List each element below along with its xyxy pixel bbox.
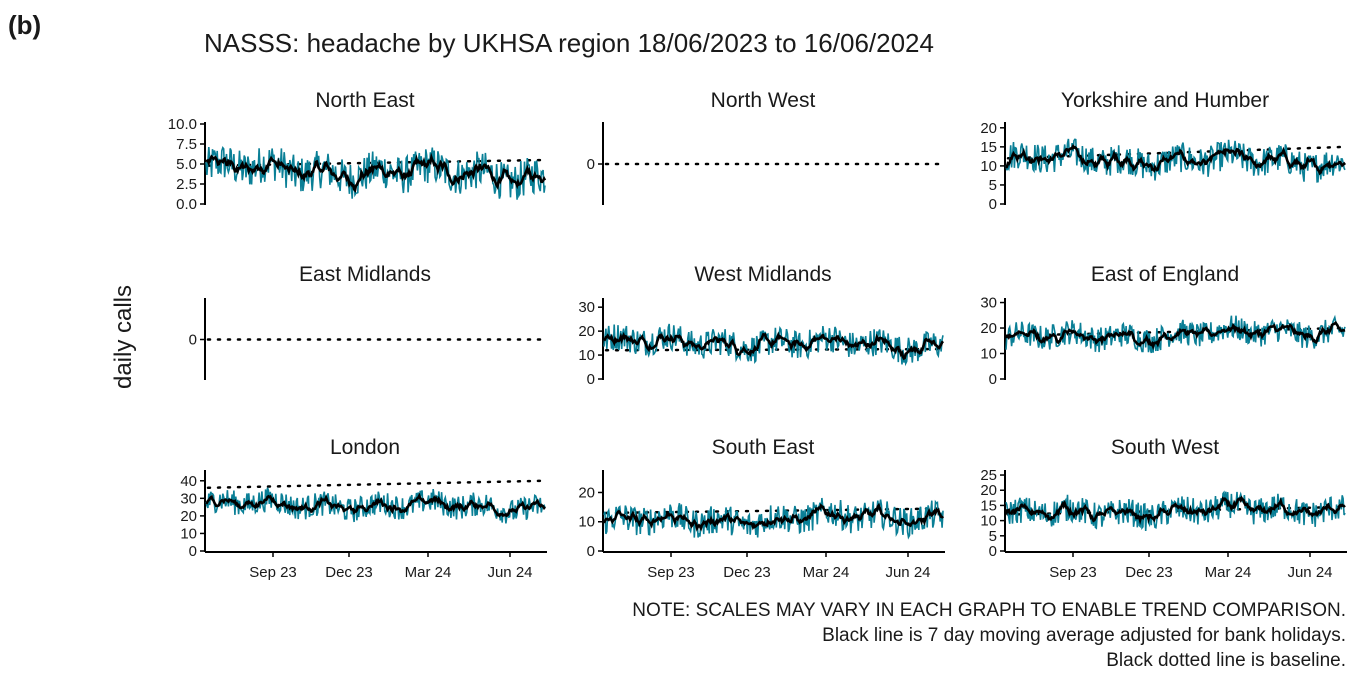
moving-average-line <box>1004 495 1346 526</box>
x-tick-label: Jun 24 <box>1287 564 1332 581</box>
facet-title: West Midlands <box>694 263 831 286</box>
y-tick-label: 40 <box>180 473 197 490</box>
facet-title: North East <box>315 89 414 112</box>
note-line: Black line is 7 day moving average adjus… <box>822 625 1346 646</box>
daily-calls-line <box>1005 138 1346 183</box>
x-tick-label: Dec 23 <box>723 564 771 581</box>
baseline-line <box>206 479 547 490</box>
y-tick-label: 15 <box>980 139 997 156</box>
moving-average-line <box>205 152 547 193</box>
x-tick-label: Mar 24 <box>405 564 452 581</box>
y-tick-label: 0 <box>189 543 197 560</box>
y-tick-label: 0 <box>587 156 595 173</box>
facet-title: East Midlands <box>299 263 431 286</box>
x-tick-label: Dec 23 <box>325 564 373 581</box>
y-tick-label: 2.5 <box>176 176 197 193</box>
y-tick-label: 10 <box>980 513 997 530</box>
facet-title: South West <box>1111 436 1219 459</box>
y-tick-label: 5.0 <box>176 156 197 173</box>
moving-average-line <box>603 331 945 361</box>
y-tick-label: 20 <box>980 120 997 137</box>
y-tick-label: 0 <box>587 371 595 388</box>
y-tick-label: 0 <box>989 196 997 213</box>
y-tick-label: 15 <box>980 497 997 514</box>
y-tick-label: 10 <box>180 525 197 542</box>
y-tick-label: 0 <box>989 543 997 560</box>
chart-notes: NOTE: SCALES MAY VARY IN EACH GRAPH TO E… <box>632 598 1346 673</box>
facet-title: South East <box>712 436 815 459</box>
y-tick-label: 5 <box>989 528 997 545</box>
y-tick-label: 10 <box>578 514 595 531</box>
y-tick-label: 30 <box>180 490 197 507</box>
moving-average-line <box>1005 143 1347 176</box>
x-tick-label: Jun 24 <box>487 564 532 581</box>
moving-average-line <box>602 502 945 532</box>
moving-average-line <box>1004 320 1346 351</box>
y-tick-label: 30 <box>578 299 595 316</box>
y-tick-label: 0 <box>587 543 595 560</box>
facet-title: North West <box>711 89 816 112</box>
facet-chart: North East 0.0 2.5 5.0 7.5 10.0 North West 0 Yor… <box>168 89 1347 581</box>
y-tick-label: 20 <box>578 323 595 340</box>
y-tick-label: 10.0 <box>168 116 197 133</box>
y-tick-label: 0.0 <box>176 196 197 213</box>
x-tick-label: Jun 24 <box>885 564 930 581</box>
y-tick-label: 10 <box>980 158 997 175</box>
y-tick-label: 20 <box>180 508 197 525</box>
y-tick-label: 25 <box>980 467 997 484</box>
moving-average-line <box>205 492 547 518</box>
facet-title: East of England <box>1091 263 1239 286</box>
chart-title: NASSS: headache by UKHSA region 18/06/20… <box>204 28 934 58</box>
panel-tag: (b) <box>8 10 42 40</box>
y-tick-label: 0 <box>189 332 197 349</box>
y-tick-label: 0 <box>989 371 997 388</box>
facet-title: London <box>330 436 400 459</box>
baseline-line <box>1006 326 1347 337</box>
y-tick-label: 20 <box>578 484 595 501</box>
baseline-line <box>206 158 547 167</box>
x-tick-label: Dec 23 <box>1125 564 1173 581</box>
y-tick-label: 10 <box>980 346 997 363</box>
x-tick-label: Sep 23 <box>249 564 297 581</box>
x-tick-label: Sep 23 <box>1049 564 1097 581</box>
baseline-line <box>1006 145 1347 160</box>
y-tick-label: 20 <box>980 482 997 499</box>
baseline-line <box>604 507 945 515</box>
y-tick-label: 30 <box>980 295 997 312</box>
x-tick-label: Sep 23 <box>647 564 695 581</box>
note-line: Black dotted line is baseline. <box>1106 650 1346 671</box>
daily-calls-line <box>205 145 546 200</box>
y-tick-label: 5 <box>989 177 997 194</box>
facet-title: Yorkshire and Humber <box>1061 89 1269 112</box>
y-tick-label: 10 <box>578 347 595 364</box>
y-tick-label: 20 <box>980 320 997 337</box>
y-tick-label: 7.5 <box>176 136 197 153</box>
x-tick-label: Mar 24 <box>1205 564 1252 581</box>
note-line: NOTE: SCALES MAY VARY IN EACH GRAPH TO E… <box>632 600 1346 621</box>
x-tick-label: Mar 24 <box>803 564 850 581</box>
